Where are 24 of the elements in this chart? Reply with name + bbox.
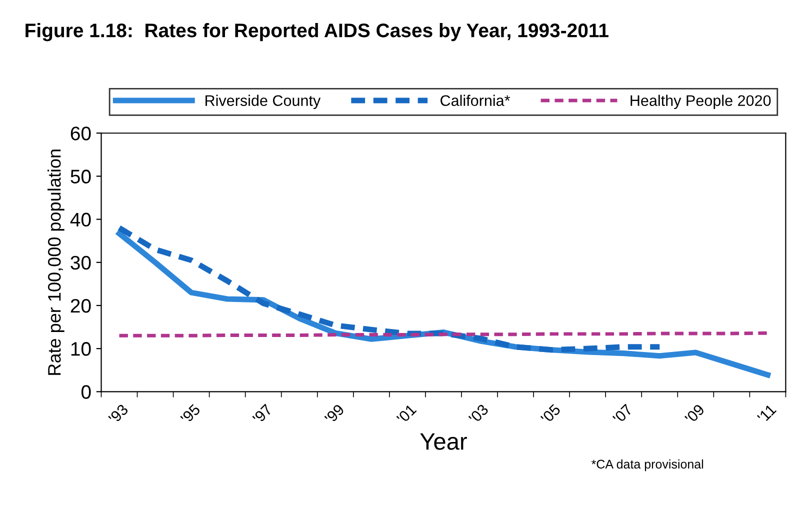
y-tick-label: 0 xyxy=(81,385,91,399)
x-tick-label: '01 xyxy=(396,404,417,424)
x-tick-label: '95 xyxy=(180,404,201,424)
x-tick-label: '05 xyxy=(540,404,562,424)
x-tick-label: '93 xyxy=(108,404,129,424)
x-axis-title: Year xyxy=(420,433,467,450)
y-tick-label: 20 xyxy=(70,298,91,313)
legend-label: Riverside County xyxy=(206,94,321,110)
y-axis-title: Rate per 100,000 population xyxy=(48,150,64,375)
text: *CA data provisional xyxy=(592,459,704,472)
y-tick-label: 60 xyxy=(70,126,91,140)
x-tick-label: '11 xyxy=(756,404,777,424)
legend-label: California* xyxy=(440,94,510,106)
x-tick-label: '09 xyxy=(684,404,706,424)
x-tick-label: '07 xyxy=(612,404,633,424)
legend-label: Healthy People 2020 xyxy=(630,94,771,110)
y-tick-label: 40 xyxy=(70,212,91,227)
x-tick-label: '99 xyxy=(324,404,345,424)
y-tick-label: 10 xyxy=(71,342,91,356)
y-tick-label: 50 xyxy=(70,170,91,184)
chart-title: Figure 1.18: Rates for Reported AIDS Cases by Year, 1993-2011 xyxy=(26,23,608,42)
x-tick-label: '03 xyxy=(468,404,489,424)
x-tick-label: '97 xyxy=(252,404,273,424)
y-tick-label: 30 xyxy=(70,256,91,270)
